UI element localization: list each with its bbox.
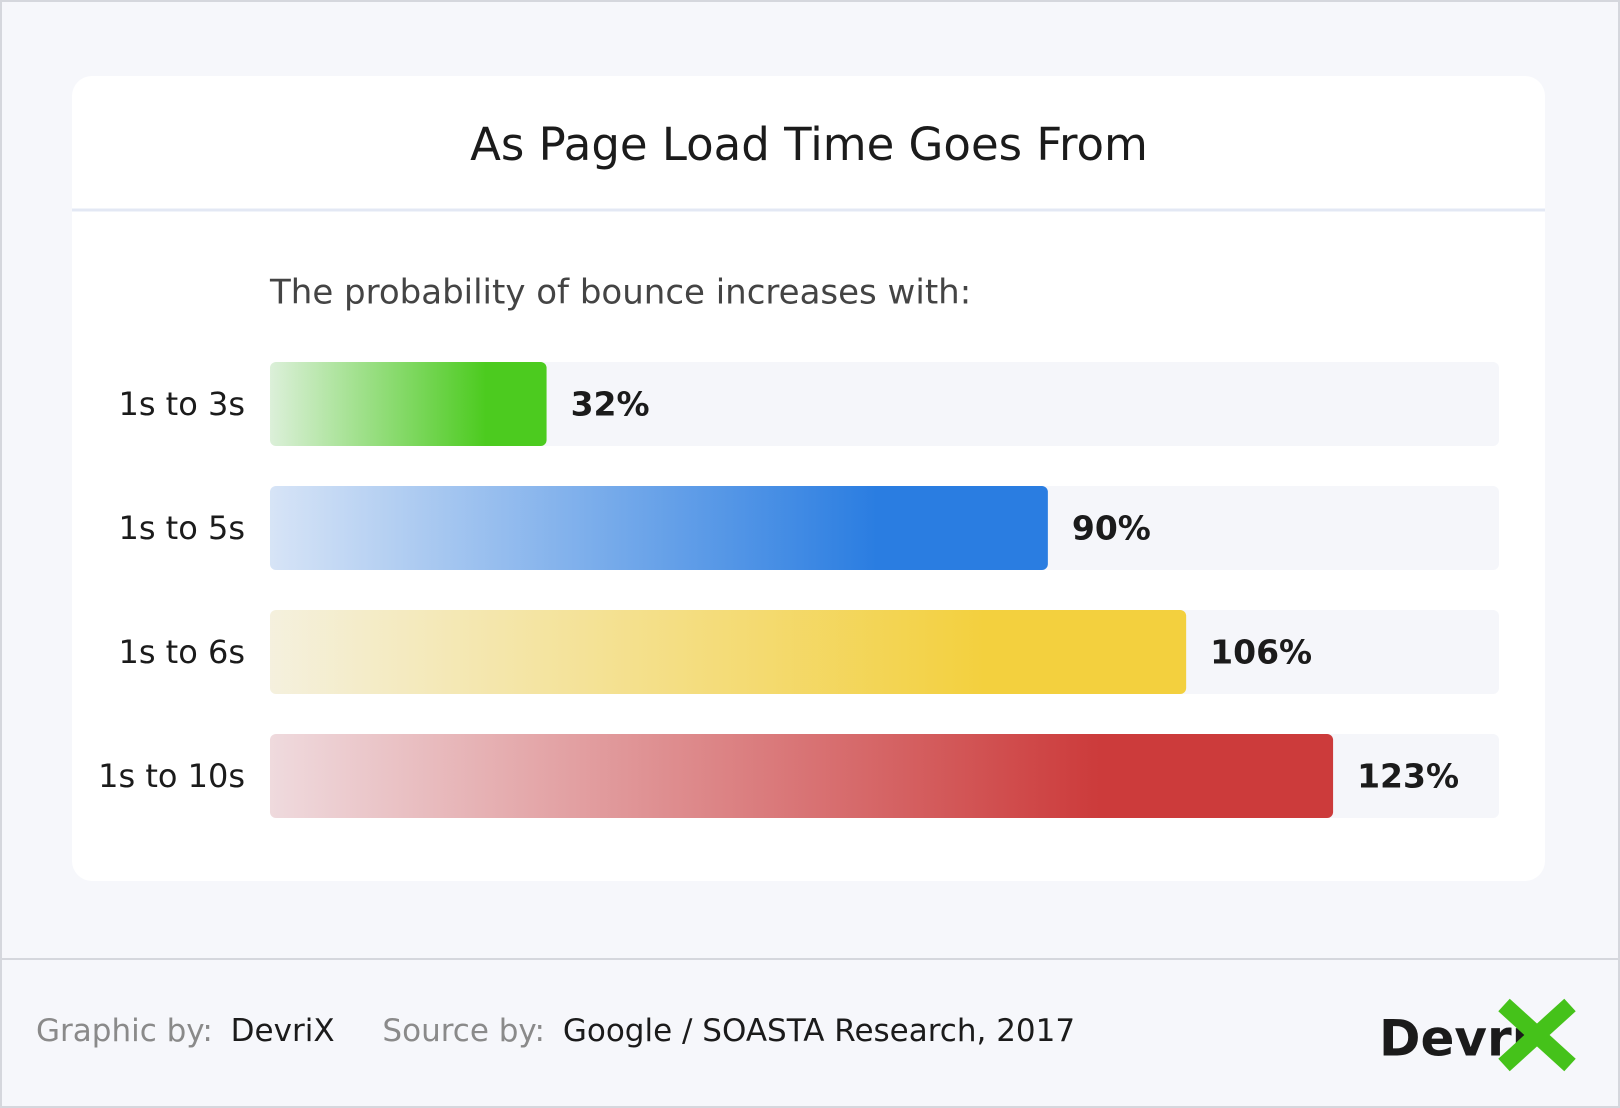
source-label: Source by:: [382, 1013, 545, 1049]
category-label: 1s to 5s: [118, 509, 245, 547]
graphic-value: DevriX: [231, 1013, 335, 1049]
value-label: 123%: [1357, 757, 1459, 796]
source-value: Google / SOASTA Research, 2017: [563, 1013, 1075, 1049]
category-label: 1s to 3s: [118, 385, 245, 423]
chart-subtitle: The probability of bounce increases with…: [269, 273, 971, 313]
logo-x-stroke: [1498, 998, 1576, 1072]
bar: [270, 734, 1334, 818]
bar: [270, 362, 547, 446]
category-label: 1s to 6s: [118, 633, 245, 671]
bar: [270, 610, 1187, 694]
footer-credit: Graphic by: DevriX Source by: Google / S…: [36, 1013, 1075, 1049]
bar: [270, 486, 1048, 570]
graphic-label: Graphic by:: [36, 1013, 213, 1049]
value-label: 32%: [571, 385, 650, 424]
logo-x: [1498, 998, 1576, 1072]
bar-track: [270, 362, 1499, 446]
value-label: 106%: [1210, 633, 1312, 672]
category-label: 1s to 10s: [98, 757, 245, 795]
chart-title: As Page Load Time Goes From: [470, 118, 1148, 171]
value-label: 90%: [1072, 509, 1151, 548]
